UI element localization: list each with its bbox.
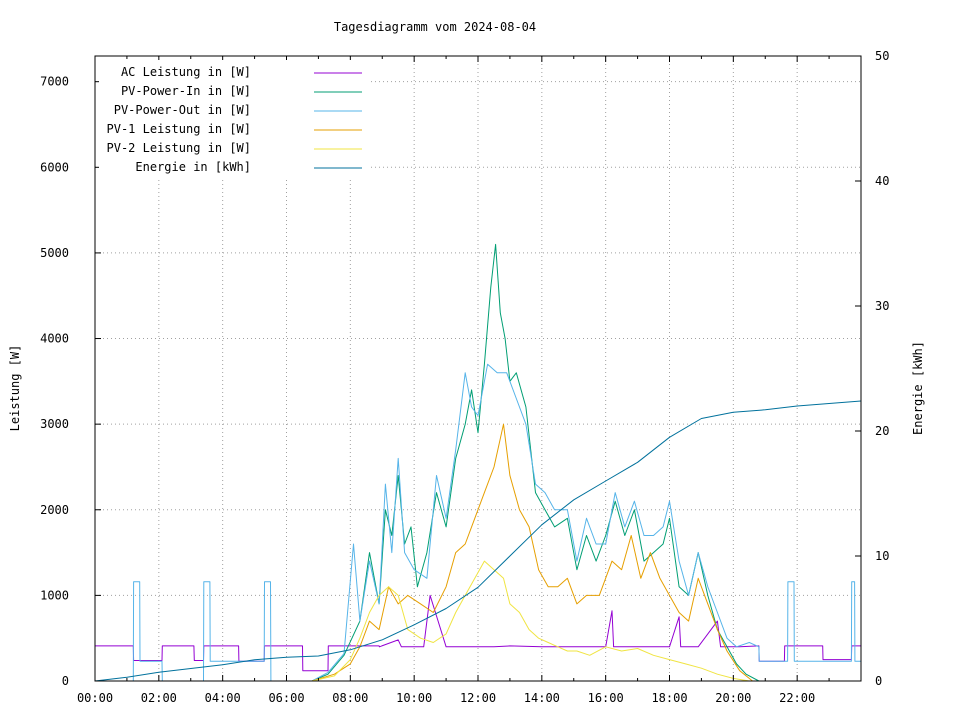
axis-ticks bbox=[94, 55, 861, 682]
y2-tick-label: 50 bbox=[875, 49, 889, 63]
y2-tick-label: 40 bbox=[875, 174, 889, 188]
y-tick-label: 3000 bbox=[40, 417, 69, 431]
legend-label: AC Leistung in [W] bbox=[121, 65, 251, 79]
y-tick-label: 1000 bbox=[40, 588, 69, 602]
y-tick-label: 5000 bbox=[40, 246, 69, 260]
x-tick-label: 18:00 bbox=[651, 691, 687, 705]
series-line-5 bbox=[311, 560, 750, 682]
x-tick-label: 08:00 bbox=[332, 691, 368, 705]
x-axis: 00:00 02:00 04:00 06:00 08:00 10:00 12:00 14:00… bbox=[77, 691, 815, 705]
y-axis-left: 0 1000 2000 3000 4000 5000 6000 7000 bbox=[40, 75, 69, 688]
y-tick-label: 6000 bbox=[40, 160, 69, 174]
y-tick-label: 4000 bbox=[40, 332, 69, 346]
legend-label: PV-Power-Out in [W] bbox=[114, 103, 251, 117]
series-line-3 bbox=[95, 363, 861, 682]
y-tick-label: 7000 bbox=[40, 75, 69, 89]
legend-label: PV-2 Leistung in [W] bbox=[107, 141, 252, 155]
series-layer bbox=[94, 243, 862, 682]
legend-label: Energie in [kWh] bbox=[135, 160, 251, 174]
y-tick-label: 0 bbox=[62, 674, 69, 688]
legend-label: PV-Power-In in [W] bbox=[121, 84, 251, 98]
series-line-4 bbox=[311, 423, 753, 682]
x-tick-label: 16:00 bbox=[588, 691, 624, 705]
x-tick-label: 12:00 bbox=[460, 691, 496, 705]
legend-background bbox=[99, 60, 369, 177]
y2-axis-label: Energie [kWh] bbox=[911, 341, 925, 435]
x-tick-label: 14:00 bbox=[524, 691, 560, 705]
y2-tick-label: 20 bbox=[875, 424, 889, 438]
y-axis-label: Leistung [W] bbox=[8, 345, 22, 432]
chart-title: Tagesdiagramm vom 2024-08-04 bbox=[334, 20, 536, 34]
x-tick-label: 22:00 bbox=[779, 691, 815, 705]
x-tick-label: 02:00 bbox=[141, 691, 177, 705]
series-line-2 bbox=[311, 243, 760, 682]
y2-tick-label: 30 bbox=[875, 299, 889, 313]
x-tick-label: 20:00 bbox=[715, 691, 751, 705]
x-tick-label: 10:00 bbox=[396, 691, 432, 705]
series-line-6 bbox=[94, 400, 862, 682]
y2-tick-label: 0 bbox=[875, 674, 882, 688]
y2-tick-label: 10 bbox=[875, 549, 889, 563]
legend: AC Leistung in [W] PV-Power-In in [W] PV-P… bbox=[99, 60, 369, 177]
y-tick-label: 2000 bbox=[40, 503, 69, 517]
legend-label: PV-1 Leistung in [W] bbox=[107, 122, 252, 136]
x-tick-label: 00:00 bbox=[77, 691, 113, 705]
x-tick-label: 04:00 bbox=[205, 691, 241, 705]
y-axis-right: 0 10 20 30 40 50 bbox=[875, 49, 889, 688]
x-tick-label: 06:00 bbox=[268, 691, 304, 705]
